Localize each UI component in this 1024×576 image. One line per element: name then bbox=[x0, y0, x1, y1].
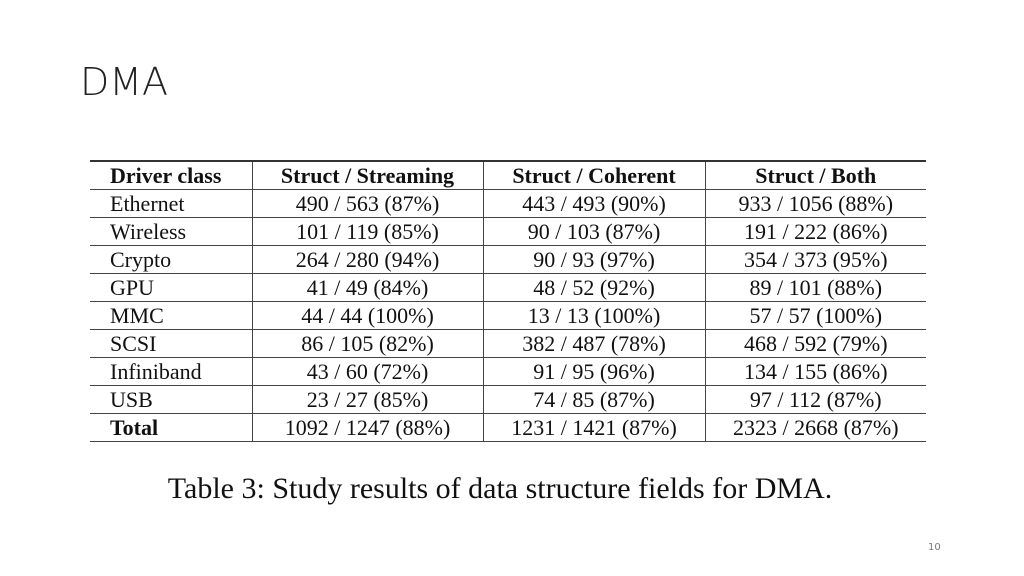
table-body: Ethernet 490 / 563 (87%) 443 / 493 (90%) 93… bbox=[90, 189, 926, 442]
row-label: Infiniband bbox=[90, 357, 252, 386]
header-row: Driver class Struct / Streaming Struct / C… bbox=[90, 160, 926, 190]
table-cell: 74 / 85 (87%) bbox=[482, 385, 705, 414]
table-cell: 57 / 57 (100%) bbox=[704, 301, 926, 330]
table-row: USB 23 / 27 (85%) 74 / 85 (87%) 97 / 112 (8… bbox=[90, 385, 926, 414]
table-cell: 354 / 373 (95%) bbox=[704, 245, 926, 274]
table-cell: 43 / 60 (72%) bbox=[251, 357, 483, 386]
table-cell: 1231 / 1421 (87%) bbox=[482, 413, 705, 442]
table-row: GPU 41 / 49 (84%) 48 / 52 (92%) 89 / 101 (8… bbox=[90, 273, 926, 302]
table-row: Ethernet 490 / 563 (87%) 443 / 493 (90%) 93… bbox=[90, 189, 926, 218]
table-row: Wireless 101 / 119 (85%) 90 / 103 (87%) 191… bbox=[90, 217, 926, 246]
row-label: Wireless bbox=[90, 217, 252, 246]
header-cell: Driver class bbox=[90, 160, 252, 190]
row-label: MMC bbox=[90, 301, 252, 330]
row-label: Crypto bbox=[90, 245, 252, 274]
header-cell: Struct / Coherent bbox=[482, 160, 705, 190]
table-cell: 91 / 95 (96%) bbox=[482, 357, 705, 386]
table-cell: 86 / 105 (82%) bbox=[251, 329, 483, 358]
header-cell: Struct / Streaming bbox=[251, 160, 483, 190]
table-row: Total 1092 / 1247 (88%) 1231 / 1421 (87%) 2… bbox=[90, 413, 926, 442]
table-cell: 13 / 13 (100%) bbox=[482, 301, 705, 330]
row-label: Total bbox=[90, 413, 252, 442]
table-cell: 97 / 112 (87%) bbox=[704, 385, 926, 414]
table-row: Infiniband 43 / 60 (72%) 91 / 95 (96%) 134 … bbox=[90, 357, 926, 386]
table-row: Crypto 264 / 280 (94%) 90 / 93 (97%) 354 / … bbox=[90, 245, 926, 274]
table-cell: 382 / 487 (78%) bbox=[482, 329, 705, 358]
table-caption: Table 3: Study results of data structure… bbox=[167, 472, 833, 505]
row-label: Ethernet bbox=[90, 189, 252, 218]
row-label: SCSI bbox=[90, 329, 252, 358]
results-table: Driver class Struct / Streaming Struct / C… bbox=[90, 160, 926, 442]
table-header: Driver class Struct / Streaming Struct / C… bbox=[90, 160, 926, 190]
table-cell: 933 / 1056 (88%) bbox=[704, 189, 926, 218]
table-cell: 264 / 280 (94%) bbox=[251, 245, 483, 274]
table-row: SCSI 86 / 105 (82%) 382 / 487 (78%) 468 / 5… bbox=[90, 329, 926, 358]
table-cell: 101 / 119 (85%) bbox=[251, 217, 483, 246]
table-cell: 89 / 101 (88%) bbox=[704, 273, 926, 302]
slide-title: DMA bbox=[80, 60, 169, 104]
row-label: USB bbox=[90, 385, 252, 414]
table-cell: 1092 / 1247 (88%) bbox=[251, 413, 483, 442]
table-cell: 23 / 27 (85%) bbox=[251, 385, 483, 414]
table-cell: 90 / 93 (97%) bbox=[482, 245, 705, 274]
table-cell: 2323 / 2668 (87%) bbox=[704, 413, 926, 442]
header-cell: Struct / Both bbox=[704, 160, 926, 190]
table-cell: 48 / 52 (92%) bbox=[482, 273, 705, 302]
table-cell: 191 / 222 (86%) bbox=[704, 217, 926, 246]
table-cell: 41 / 49 (84%) bbox=[251, 273, 483, 302]
row-label: GPU bbox=[90, 273, 252, 302]
page-number: 10 bbox=[928, 542, 941, 553]
table-cell: 468 / 592 (79%) bbox=[704, 329, 926, 358]
table-row: MMC 44 / 44 (100%) 13 / 13 (100%) 57 / 57 (… bbox=[90, 301, 926, 330]
table-cell: 90 / 103 (87%) bbox=[482, 217, 705, 246]
table-cell: 490 / 563 (87%) bbox=[251, 189, 483, 218]
table-cell: 443 / 493 (90%) bbox=[482, 189, 705, 218]
table-cell: 134 / 155 (86%) bbox=[704, 357, 926, 386]
table-cell: 44 / 44 (100%) bbox=[251, 301, 483, 330]
